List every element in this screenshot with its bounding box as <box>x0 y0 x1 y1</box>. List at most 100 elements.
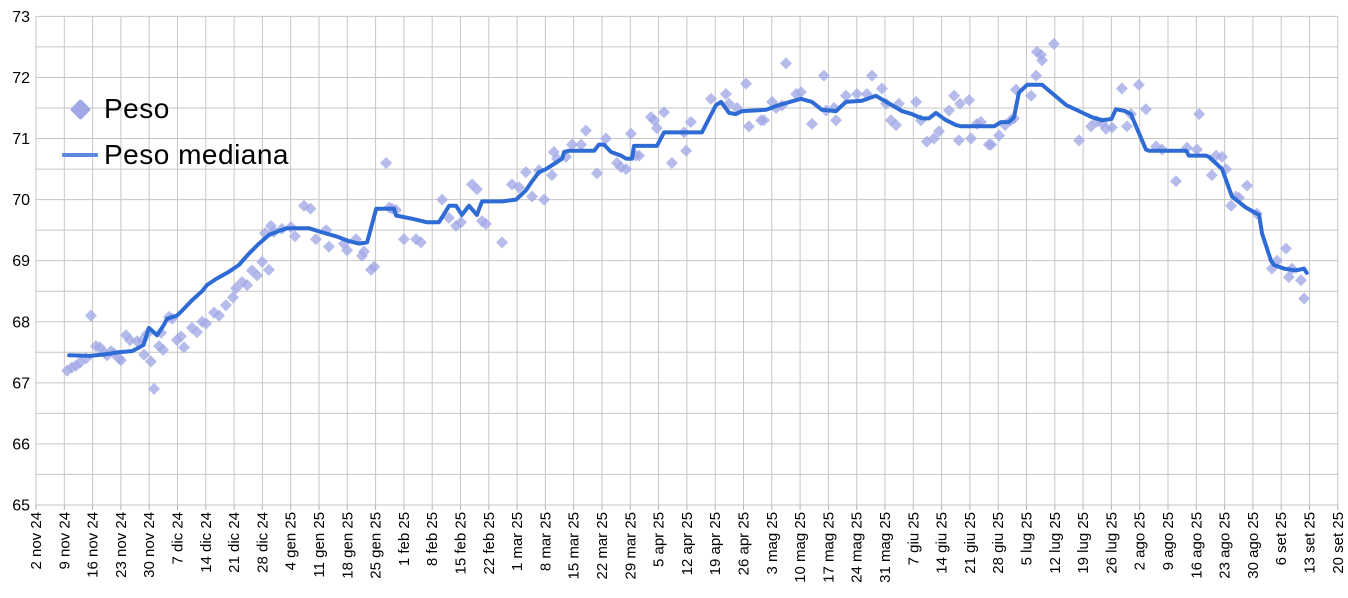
peso-data-point <box>1169 175 1182 188</box>
peso-data-point <box>890 119 903 132</box>
peso-data-point <box>927 132 940 145</box>
peso-data-point <box>251 269 264 282</box>
y-tick-label: 70 <box>12 192 30 209</box>
x-tick-label: 19 lug 25 <box>1075 512 1092 574</box>
peso-data-point <box>470 183 483 196</box>
peso-data-point <box>830 114 843 127</box>
peso-data-point <box>1105 121 1118 134</box>
x-tick-label: 4 gen 25 <box>283 512 300 570</box>
x-tick-label: 21 dic 24 <box>226 512 243 573</box>
peso-data-point <box>1225 199 1238 212</box>
peso-data-point <box>1047 37 1060 50</box>
y-tick-label: 72 <box>12 70 30 87</box>
x-tick-label: 1 feb 25 <box>396 512 413 566</box>
x-tick-label: 20 set 25 <box>1330 512 1347 574</box>
peso-data-point <box>455 216 468 229</box>
x-tick-label: 21 giu 25 <box>962 512 979 574</box>
legend-item-peso: Peso <box>60 86 289 132</box>
x-tick-label: 5 lug 25 <box>1019 512 1036 565</box>
legend-label-peso-mediana: Peso mediana <box>104 139 290 170</box>
x-tick-label: 15 mar 25 <box>566 512 583 580</box>
peso-data-point <box>1120 120 1133 133</box>
y-tick-label: 66 <box>12 436 30 453</box>
peso-data-point <box>839 89 852 102</box>
peso-data-point <box>865 69 878 82</box>
x-tick-label: 30 nov 24 <box>141 512 158 578</box>
x-tick-label: 22 feb 25 <box>481 512 498 575</box>
diamond-marker-icon <box>60 98 100 120</box>
x-tick-label: 12 apr 25 <box>679 512 696 575</box>
peso-data-point <box>288 230 301 243</box>
peso-data-point <box>579 124 592 137</box>
x-tick-label: 13 set 25 <box>1302 512 1319 574</box>
peso-data-point <box>304 202 317 215</box>
peso-data-point <box>148 382 161 395</box>
peso-data-point <box>1280 242 1293 255</box>
peso-data-point <box>952 134 965 147</box>
peso-data-point <box>1295 274 1308 287</box>
x-tick-label: 15 feb 25 <box>453 512 470 575</box>
x-tick-label: 5 apr 25 <box>651 512 668 567</box>
peso-data-point <box>414 236 427 249</box>
peso-data-point <box>742 120 755 133</box>
peso-data-point <box>1132 78 1145 91</box>
peso-data-point <box>620 163 633 176</box>
peso-data-point <box>794 86 807 99</box>
peso-data-point <box>191 326 204 339</box>
peso-data-point <box>397 233 410 246</box>
peso-data-point <box>948 89 961 102</box>
x-tick-label: 26 lug 25 <box>1103 512 1120 574</box>
peso-data-point <box>1298 292 1311 305</box>
peso-data-point <box>850 87 863 100</box>
peso-data-point <box>368 260 381 273</box>
y-tick-label: 65 <box>12 497 30 514</box>
peso-mediana-line <box>67 82 1309 358</box>
peso-data-point <box>1036 54 1049 67</box>
x-axis-labels: 2 nov 24 9 nov 24 16 nov 24 23 nov 24 30 nov… <box>28 512 1347 583</box>
x-tick-label: 19 apr 25 <box>707 512 724 575</box>
peso-data-point <box>341 244 354 257</box>
peso-data-point <box>144 355 157 368</box>
peso-data-point <box>526 190 539 203</box>
peso-data-point <box>719 87 732 100</box>
line-marker-icon <box>60 153 100 157</box>
peso-data-point <box>757 114 770 127</box>
peso-data-point <box>942 104 955 117</box>
gridlines <box>35 15 1339 510</box>
peso-data-point <box>575 138 588 151</box>
peso-data-point <box>230 282 243 295</box>
x-tick-label: 2 nov 24 <box>28 512 45 570</box>
peso-data-point <box>566 138 579 151</box>
peso-data-point <box>933 125 946 138</box>
x-tick-label: 22 mar 25 <box>594 512 611 580</box>
x-tick-label: 12 lug 25 <box>1047 512 1064 574</box>
peso-data-point <box>657 106 670 119</box>
x-tick-label: 14 dic 24 <box>198 512 215 573</box>
peso-data-point <box>684 116 697 129</box>
peso-data-point <box>513 181 526 194</box>
peso-data-point <box>479 218 492 231</box>
x-tick-label: 25 gen 25 <box>368 512 385 579</box>
peso-data-point <box>138 348 151 361</box>
peso-data-point <box>624 127 637 140</box>
peso-data-point <box>226 291 239 304</box>
x-tick-label: 23 ago 25 <box>1217 512 1234 579</box>
x-tick-label: 7 giu 25 <box>905 512 922 565</box>
peso-data-point <box>219 299 232 312</box>
x-tick-label: 16 nov 24 <box>85 512 102 578</box>
y-axis-labels: 65 66 67 68 69 70 71 72 73 <box>12 9 30 515</box>
x-tick-label: 23 nov 24 <box>113 512 130 578</box>
x-tick-label: 7 dic 24 <box>170 512 187 565</box>
peso-data-point <box>805 117 818 130</box>
peso-data-point <box>704 92 717 105</box>
y-tick-label: 71 <box>12 131 30 148</box>
peso-data-point <box>665 156 678 169</box>
peso-data-point <box>1030 69 1043 82</box>
peso-data-point <box>680 144 693 157</box>
peso-data-point <box>114 354 127 367</box>
x-tick-label: 28 giu 25 <box>990 512 1007 574</box>
x-tick-label: 6 set 25 <box>1273 512 1290 565</box>
peso-data-point <box>1190 143 1203 156</box>
peso-data-point <box>84 309 97 322</box>
